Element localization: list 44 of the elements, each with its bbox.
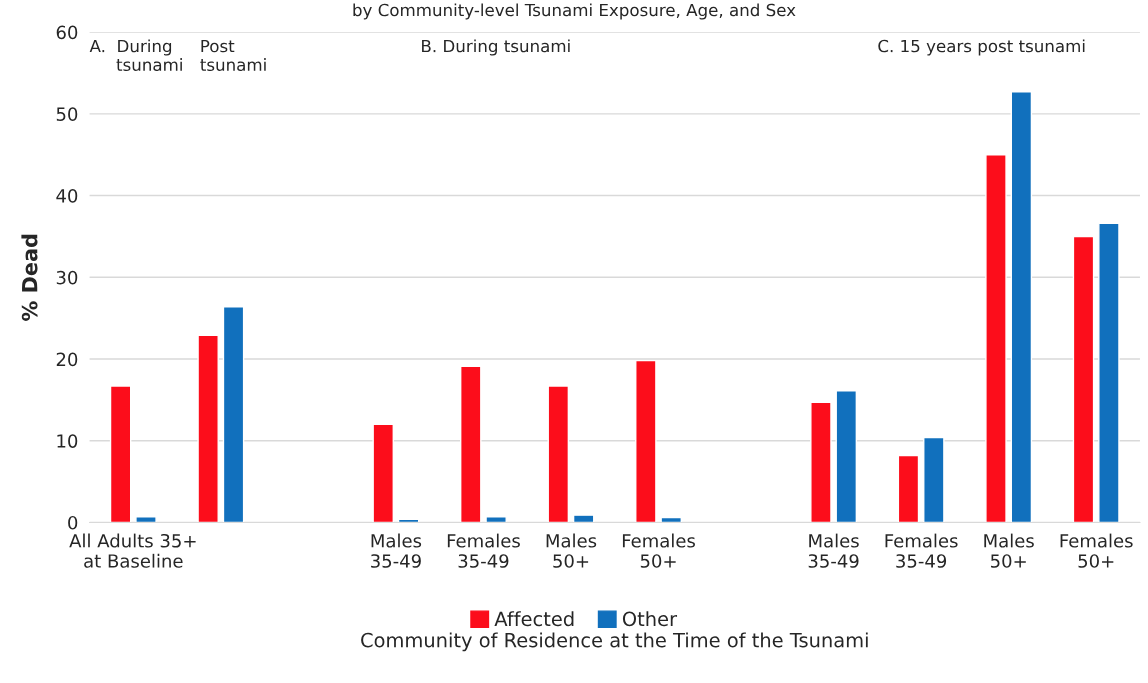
legend-label: Other bbox=[622, 611, 678, 627]
bar bbox=[985, 154, 1007, 523]
x-tick-label: Males 50+ bbox=[546, 533, 597, 568]
y-tick-label: 0 bbox=[68, 515, 78, 530]
bar bbox=[109, 385, 132, 523]
y-tick-label: 40 bbox=[56, 189, 78, 203]
bar bbox=[459, 365, 482, 523]
bar bbox=[923, 436, 945, 523]
x-tick-label: Males 35-49 bbox=[371, 533, 422, 568]
x-axis-title: Community of Residence at the Time of the Tsunami bbox=[361, 632, 868, 652]
x-tick-label: Males 50+ bbox=[984, 533, 1034, 568]
y-tick-label: 60 bbox=[56, 25, 78, 40]
y-tick-label: 50 bbox=[56, 107, 78, 121]
bar bbox=[135, 516, 157, 523]
x-tick-label: Females 35-49 bbox=[447, 533, 520, 568]
bar bbox=[1072, 235, 1095, 523]
bar bbox=[1010, 91, 1033, 523]
bar bbox=[485, 516, 507, 523]
legend-label: Affected bbox=[494, 611, 574, 627]
x-tick-label: All Adults 35+ at Baseline bbox=[69, 533, 196, 568]
bar bbox=[572, 514, 595, 523]
bar bbox=[835, 390, 858, 523]
bar bbox=[197, 334, 219, 523]
annotation: B. During tsunami bbox=[422, 39, 570, 56]
annotation: Post tsunami bbox=[200, 39, 266, 72]
bar bbox=[810, 401, 832, 523]
y-tick-label: 10 bbox=[57, 434, 78, 448]
bar bbox=[222, 306, 245, 523]
bar bbox=[660, 516, 682, 523]
x-tick-label: Females 50+ bbox=[622, 533, 695, 568]
y-tick-label: 30 bbox=[56, 270, 78, 285]
x-tick-label: Females 50+ bbox=[1060, 533, 1133, 568]
bar bbox=[635, 359, 657, 523]
x-tick-label: Males 35-49 bbox=[808, 533, 859, 568]
y-axis-title: % Dead bbox=[21, 234, 38, 321]
y-tick-label: 20 bbox=[56, 352, 78, 367]
bar bbox=[547, 385, 570, 523]
annotation: C. 15 years post tsunami bbox=[878, 39, 1085, 56]
bar bbox=[372, 423, 394, 523]
x-tick-label: Females 35-49 bbox=[885, 533, 958, 568]
chart-title: by Community-level Tsunami Exposure, Age, and Sex bbox=[353, 3, 796, 20]
annotation: A. During tsunami bbox=[89, 39, 182, 72]
bar bbox=[897, 454, 920, 523]
bar bbox=[1098, 222, 1120, 523]
